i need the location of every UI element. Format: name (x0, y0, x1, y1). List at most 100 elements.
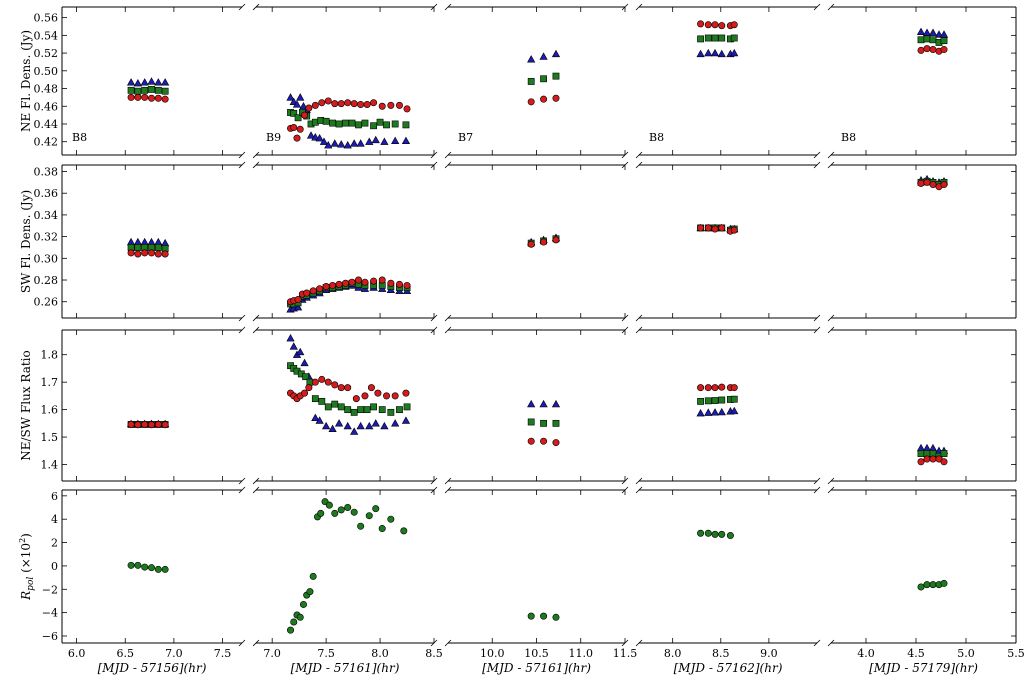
circle-marker (303, 289, 311, 297)
circle-marker (154, 565, 162, 573)
axis-break-mark (621, 486, 629, 494)
square-marker (940, 450, 948, 457)
circle-marker (344, 99, 352, 107)
square-marker (161, 87, 169, 95)
square-marker (361, 119, 369, 127)
triangle-marker (147, 77, 156, 85)
circle-marker (395, 280, 403, 288)
circle-marker (337, 384, 345, 392)
band-label: B9 (266, 131, 281, 144)
circle-marker (929, 181, 937, 189)
series-group (527, 72, 560, 85)
circle-marker (337, 100, 345, 108)
band-label: B8 (72, 131, 87, 144)
square-marker (134, 87, 142, 95)
triangle-marker (356, 421, 365, 430)
circle-marker (940, 46, 948, 54)
circle-marker (325, 501, 333, 509)
square-marker (923, 35, 931, 43)
circle-marker (940, 458, 948, 466)
circle-marker (711, 21, 719, 29)
series-group (917, 579, 948, 591)
triangle-marker (391, 419, 400, 427)
circle-marker (154, 94, 162, 102)
series-group (527, 49, 561, 63)
triangle-marker (126, 78, 136, 86)
triangle-marker (154, 237, 163, 246)
band-label: B8 (649, 131, 664, 144)
circle-marker (378, 276, 386, 284)
square-marker (335, 120, 343, 128)
square-marker (348, 119, 356, 127)
series-group (697, 224, 738, 235)
y-tick-label: −4 (42, 607, 58, 620)
triangle-marker (704, 408, 713, 416)
circle-marker (697, 529, 705, 537)
series-group (697, 34, 738, 43)
circle-marker (311, 378, 319, 386)
circle-marker (400, 527, 408, 535)
x-tick-label: 8.0 (371, 647, 389, 660)
band-label: B8 (841, 131, 856, 144)
square-marker (322, 117, 330, 125)
x-axis-label: [MJD - 57162](hr) (674, 661, 783, 675)
square-marker (697, 397, 704, 405)
circle-marker (367, 384, 375, 392)
circle-marker (395, 101, 403, 109)
square-marker (403, 403, 411, 411)
x-tick-label: 5.0 (957, 647, 975, 660)
series-group (527, 399, 561, 408)
circle-marker (387, 515, 395, 523)
triangle-marker (730, 406, 739, 415)
y-tick-label: 0.52 (34, 47, 59, 60)
triangle-marker (371, 135, 380, 144)
axis-break-mark (621, 314, 629, 322)
triangle-marker (551, 49, 561, 58)
circle-marker (387, 101, 395, 109)
y-tick-label: 0.38 (34, 166, 59, 179)
square-marker (302, 373, 310, 381)
y-tick-label: 0.26 (34, 296, 59, 309)
square-marker (391, 120, 399, 128)
triangle-marker (380, 421, 389, 430)
circle-marker (299, 600, 307, 608)
series-group (917, 455, 948, 466)
square-marker (148, 86, 155, 93)
triangle-marker (315, 133, 324, 142)
y-tick-label: 1.7 (41, 376, 59, 389)
circle-marker (294, 296, 302, 304)
circle-marker (929, 455, 937, 463)
triangle-marker (371, 419, 380, 427)
x-tick-label: 8.0 (664, 647, 682, 660)
circle-marker (337, 506, 345, 514)
axis-break-mark (430, 639, 438, 647)
circle-marker (552, 439, 560, 447)
x-tick-label: 7.5 (317, 647, 335, 660)
x-tick-label: 7.5 (214, 647, 232, 660)
triangle-marker (161, 78, 170, 86)
circle-marker (726, 532, 734, 540)
circle-marker (403, 281, 411, 289)
circle-marker (704, 529, 712, 537)
triangle-marker (328, 424, 337, 433)
triangle-marker (343, 421, 352, 430)
series-group (287, 375, 410, 403)
circle-marker (923, 581, 931, 589)
triangle-marker (539, 52, 548, 60)
circle-marker (318, 375, 326, 383)
y-axis-label: NE Fl. Dens. (Jy) (19, 30, 33, 132)
circle-marker (923, 455, 931, 463)
triangle-marker (527, 55, 536, 63)
circle-marker (402, 389, 410, 397)
circle-marker (127, 420, 135, 428)
triangle-marker (292, 100, 302, 108)
x-tick-label: 7.0 (165, 647, 183, 660)
circle-marker (697, 20, 705, 28)
triangle-marker (365, 421, 374, 430)
circle-marker (306, 588, 314, 596)
y-tick-label: 1.5 (41, 431, 59, 444)
square-marker (342, 119, 349, 127)
triangle-marker (928, 28, 938, 36)
